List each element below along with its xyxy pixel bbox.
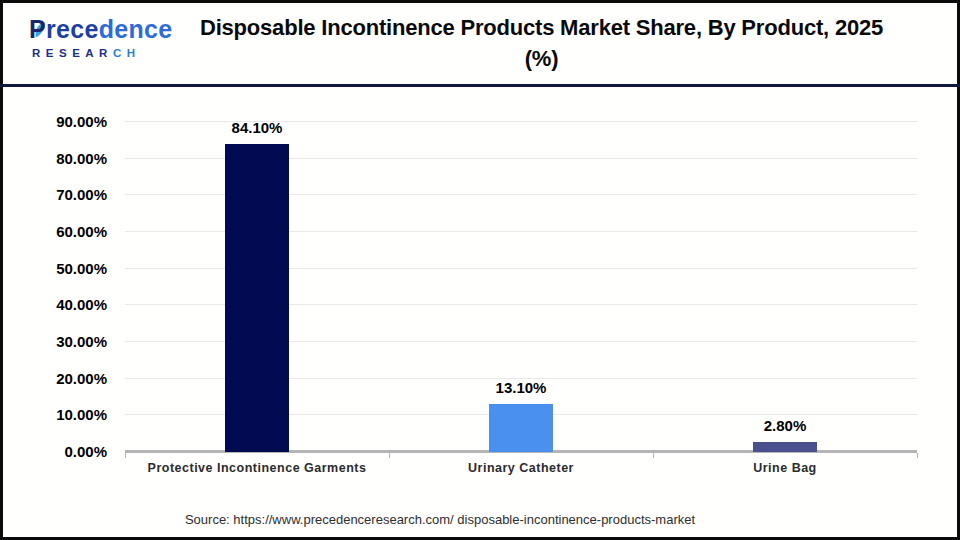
bar-value-label-protective-incontinence-garments: 84.10% — [125, 119, 389, 137]
y-axis-tick-label-80: 80.00% — [14, 149, 107, 169]
header: Precedence RESEARCH Disposable Incontine… — [3, 3, 957, 84]
y-axis-tick-label-0: 0.00% — [14, 442, 107, 462]
logo-subtitle-accent: CH — [113, 47, 141, 59]
y-axis-tick-label-10: 10.00% — [14, 405, 107, 425]
logo-subtitle-main: RESEAR — [32, 47, 113, 59]
y-axis-tick-label-20: 20.00% — [14, 369, 107, 389]
bar-chart: 0.00% 10.00% 20.00% 30.00% 40.00% 50.00% 60.00… — [0, 87, 960, 537]
x-axis-tick-2 — [653, 453, 654, 458]
x-category-label-protective-incontinence-garments: Protective Incontinence Garments — [125, 461, 389, 476]
bar-urinary-catheter — [489, 404, 553, 452]
bar-protective-incontinence-garments — [225, 144, 289, 452]
bar-value-label-urine-bag: 2.80% — [653, 417, 917, 435]
y-axis-tick-label-50: 50.00% — [14, 259, 107, 279]
x-category-label-urinary-catheter: Urinary Catheter — [389, 461, 653, 476]
y-axis-tick-label-30: 30.00% — [14, 332, 107, 352]
y-axis-tick-label-90: 90.00% — [14, 112, 107, 132]
chart-title-line2: (%) — [138, 43, 945, 74]
x-category-label-urine-bag: Urine Bag — [653, 461, 917, 476]
bar-value-label-urinary-catheter: 13.10% — [389, 379, 653, 397]
chart-title: Disposable Incontinence Products Market … — [138, 12, 945, 74]
chart-title-line1: Disposable Incontinence Products Market … — [138, 12, 945, 43]
x-axis-tick-3 — [917, 453, 918, 458]
logo-letter-p: P — [29, 15, 46, 43]
x-axis-tick-1 — [389, 453, 390, 458]
x-axis-tick-0 — [125, 453, 126, 458]
y-axis-tick-label-70: 70.00% — [14, 185, 107, 205]
y-axis-tick-label-40: 40.00% — [14, 295, 107, 315]
source-text: Source: https://www.precedenceresearch.c… — [0, 512, 880, 527]
logo-text-part1: rece — [46, 15, 99, 43]
y-axis-tick-label-60: 60.00% — [14, 222, 107, 242]
bar-urine-bag — [753, 442, 817, 452]
chart-frame: Precedence RESEARCH Disposable Incontine… — [0, 0, 960, 540]
